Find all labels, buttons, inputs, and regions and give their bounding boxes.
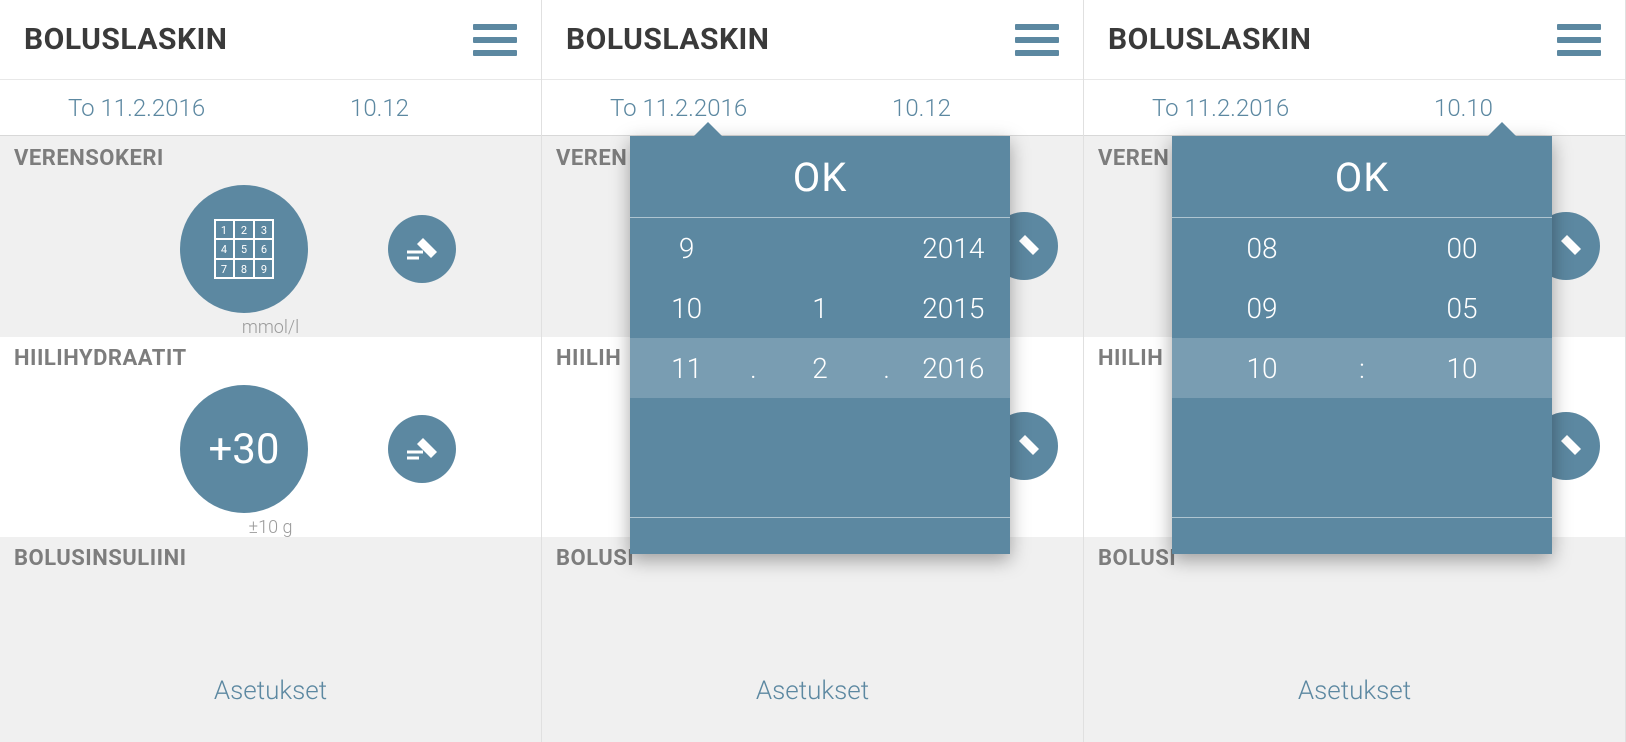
- picker-day[interactable]: 9: [630, 232, 743, 265]
- date-time-bar: To 11.2.2016 10.12: [542, 80, 1083, 136]
- settings-link[interactable]: Asetukset: [1084, 640, 1625, 742]
- svg-text:7: 7: [221, 263, 227, 276]
- picker-day[interactable]: 11: [630, 352, 743, 385]
- picker-hour[interactable]: 08: [1172, 232, 1352, 265]
- date-display[interactable]: To 11.2.2016: [1152, 94, 1289, 122]
- menu-icon[interactable]: [1015, 24, 1059, 56]
- screen-date-picker: BOLUSLASKIN To 11.2.2016 10.12 VEREN HII…: [542, 0, 1084, 742]
- carbs-value: +30: [208, 425, 279, 474]
- blood-sugar-section: VERENSOKERI 1 2 3 4 5 6 7 8 9: [0, 136, 541, 336]
- blood-sugar-label: VERENSOKERI: [0, 136, 541, 177]
- time-picker[interactable]: OK 08 00 09 05 10 : 10: [1172, 136, 1552, 554]
- picker-ok-button[interactable]: OK: [1172, 136, 1552, 218]
- picker-month[interactable]: 2: [763, 352, 876, 385]
- carbs-label: HIILIHYDRAATIT: [0, 336, 541, 377]
- svg-text:6: 6: [261, 243, 267, 256]
- time-display[interactable]: 10.10: [1434, 94, 1493, 122]
- svg-text:8: 8: [241, 263, 247, 276]
- picker-wheels[interactable]: 08 00 09 05 10 : 10: [1172, 218, 1552, 517]
- picker-year[interactable]: 2014: [897, 232, 1010, 265]
- svg-text:3: 3: [261, 224, 267, 237]
- picker-row[interactable]: 08 00: [1172, 218, 1552, 278]
- carbs-value-button[interactable]: +30: [180, 385, 308, 513]
- carbs-section: HIILIHYDRAATIT +30 ±10 g: [0, 336, 541, 536]
- picker-month[interactable]: 1: [763, 292, 876, 325]
- picker-sep: .: [877, 352, 897, 385]
- picker-year[interactable]: 2015: [897, 292, 1010, 325]
- picker-hour[interactable]: 09: [1172, 292, 1352, 325]
- topbar: BOLUSLASKIN: [0, 0, 541, 80]
- svg-text:9: 9: [261, 263, 267, 276]
- time-display[interactable]: 10.12: [350, 94, 409, 122]
- picker-day[interactable]: 10: [630, 292, 743, 325]
- carbs-edit-button[interactable]: [388, 415, 456, 483]
- topbar: BOLUSLASKIN: [1084, 0, 1625, 80]
- app-title: BOLUSLASKIN: [566, 22, 769, 57]
- date-time-bar: To 11.2.2016 10.10: [1084, 80, 1625, 136]
- picker-minute[interactable]: 00: [1372, 232, 1552, 265]
- app-title: BOLUSLASKIN: [24, 22, 227, 57]
- edit-icon: [1005, 227, 1043, 265]
- date-picker[interactable]: OK 9 2014 10 1 2015 11 . 2 . 2016: [630, 136, 1010, 554]
- picker-minute[interactable]: 05: [1372, 292, 1552, 325]
- picker-sep: .: [743, 352, 763, 385]
- picker-minute[interactable]: 10: [1372, 352, 1552, 385]
- picker-row[interactable]: 09 05: [1172, 278, 1552, 338]
- carbs-unit: ±10 g: [0, 517, 541, 538]
- app-title: BOLUSLASKIN: [1108, 22, 1311, 57]
- edit-icon: [403, 430, 441, 468]
- picker-row-selected[interactable]: 10 : 10: [1172, 338, 1552, 398]
- menu-icon[interactable]: [473, 24, 517, 56]
- date-display[interactable]: To 11.2.2016: [68, 94, 205, 122]
- topbar: BOLUSLASKIN: [542, 0, 1083, 80]
- date-time-bar: To 11.2.2016 10.12: [0, 80, 541, 136]
- picker-year[interactable]: 2016: [897, 352, 1010, 385]
- screen-main: BOLUSLASKIN To 11.2.2016 10.12 VERENSOKE…: [0, 0, 542, 742]
- date-display[interactable]: To 11.2.2016: [610, 94, 747, 122]
- blood-sugar-edit-button[interactable]: [388, 215, 456, 283]
- bolus-label: BOLUSINSULIINI: [0, 536, 541, 577]
- edit-icon: [1547, 227, 1585, 265]
- picker-wheels[interactable]: 9 2014 10 1 2015 11 . 2 . 2016: [630, 218, 1010, 517]
- blood-sugar-entry-button[interactable]: 1 2 3 4 5 6 7 8 9: [180, 185, 308, 313]
- keypad-icon: 1 2 3 4 5 6 7 8 9: [209, 214, 279, 284]
- picker-row[interactable]: 10 1 2015: [630, 278, 1010, 338]
- picker-footer-line: [630, 517, 1010, 518]
- picker-row[interactable]: 9 2014: [630, 218, 1010, 278]
- settings-link[interactable]: Asetukset: [542, 640, 1083, 742]
- picker-sep: :: [1352, 352, 1372, 385]
- settings-link[interactable]: Asetukset: [0, 640, 541, 742]
- menu-icon[interactable]: [1557, 24, 1601, 56]
- picker-ok-button[interactable]: OK: [630, 136, 1010, 218]
- svg-text:1: 1: [221, 224, 227, 237]
- svg-text:5: 5: [241, 243, 247, 256]
- edit-icon: [1005, 427, 1043, 465]
- time-display[interactable]: 10.12: [892, 94, 951, 122]
- screen-time-picker: BOLUSLASKIN To 11.2.2016 10.10 VEREN HII…: [1084, 0, 1626, 742]
- edit-icon: [1547, 427, 1585, 465]
- picker-hour[interactable]: 10: [1172, 352, 1352, 385]
- edit-icon: [403, 230, 441, 268]
- blood-sugar-unit: mmol/l: [0, 317, 541, 338]
- svg-text:4: 4: [221, 243, 227, 256]
- svg-text:2: 2: [241, 224, 247, 237]
- picker-row-selected[interactable]: 11 . 2 . 2016: [630, 338, 1010, 398]
- picker-footer-line: [1172, 517, 1552, 518]
